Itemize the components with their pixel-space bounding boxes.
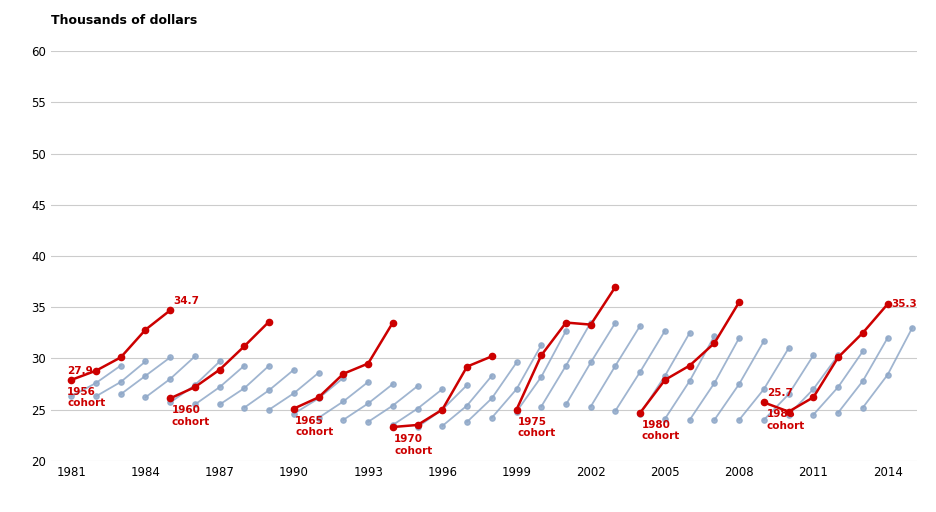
Text: 34.7: 34.7 bbox=[173, 296, 199, 306]
Text: 1980
cohort: 1980 cohort bbox=[641, 420, 680, 441]
Text: 35.3: 35.3 bbox=[892, 299, 917, 309]
Text: 1960
cohort: 1960 cohort bbox=[171, 406, 210, 427]
Text: 1956
cohort: 1956 cohort bbox=[67, 387, 106, 409]
Text: 27.9: 27.9 bbox=[67, 366, 93, 376]
Text: 1975
cohort: 1975 cohort bbox=[518, 417, 556, 438]
Text: 1985
cohort: 1985 cohort bbox=[767, 410, 805, 431]
Text: 25.7: 25.7 bbox=[767, 388, 793, 398]
Text: 1970
cohort: 1970 cohort bbox=[394, 434, 432, 456]
Text: Thousands of dollars: Thousands of dollars bbox=[51, 14, 197, 27]
Text: 1965
cohort: 1965 cohort bbox=[295, 416, 333, 437]
